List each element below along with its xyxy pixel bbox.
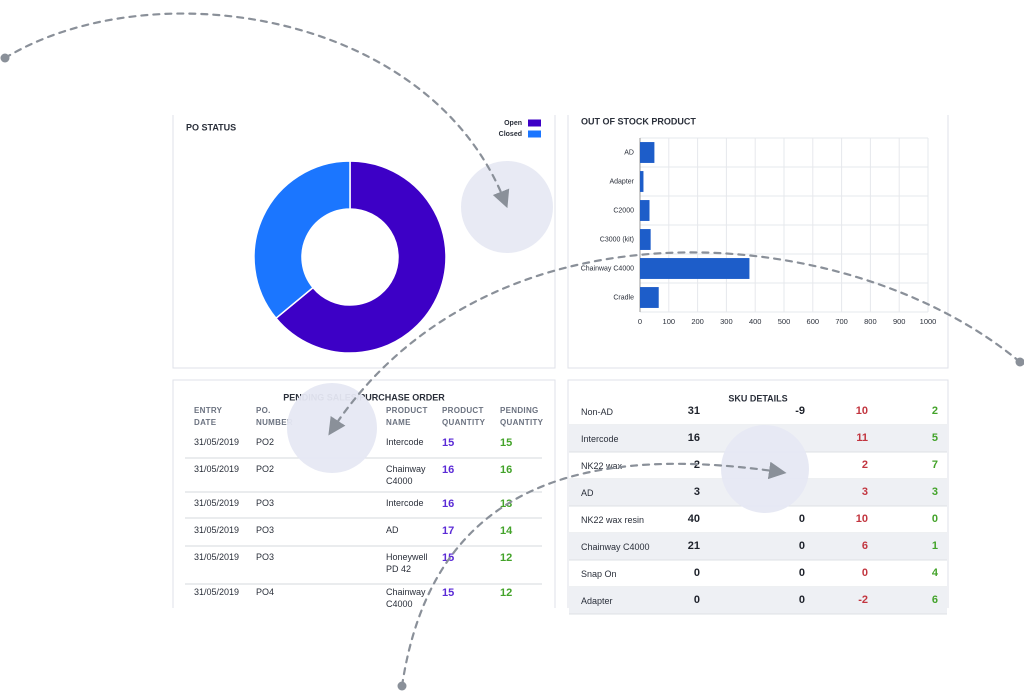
quantity: 14 [500, 525, 513, 537]
quantity: 15 [442, 552, 455, 564]
quantity: 15 [500, 437, 513, 449]
bar [640, 142, 655, 163]
cell-text: 31/05/2019 [194, 525, 240, 535]
bar [640, 258, 750, 279]
quantity: 15 [442, 437, 455, 449]
cell-text: Intercode [386, 437, 424, 447]
column-header: ENTRY DATE [194, 406, 223, 427]
sku-value: 0 [693, 594, 700, 606]
y-tick-label: C3000 (kit) [600, 236, 634, 243]
sku-value: 0 [798, 567, 805, 579]
cell-text: 31/05/2019 [194, 464, 240, 474]
sku-value: -2 [858, 594, 868, 606]
sku-value: 1 [931, 540, 938, 552]
cell-text: Intercode [386, 498, 424, 508]
x-tick-label: 700 [835, 317, 848, 326]
cell-text: PO3 [256, 498, 275, 508]
sku-value: 7 [931, 459, 938, 471]
quantity: 16 [442, 498, 455, 510]
sku-value: 2 [861, 459, 868, 471]
x-tick-label: 300 [720, 317, 733, 326]
sku-value: -9 [795, 405, 805, 417]
bar [640, 287, 659, 308]
sku-value: 6 [861, 540, 868, 552]
pending-title: PENDING SALES/PURCHASE ORDER [283, 392, 445, 402]
sku-value: 3 [861, 486, 868, 498]
sku-title: SKU DETAILS [728, 393, 787, 403]
cell-text: Honeywell PD 42 [386, 552, 428, 574]
x-tick-label: 1000 [920, 317, 937, 326]
cell-text: 31/05/2019 [194, 437, 240, 447]
sku-value: 31 [687, 405, 700, 417]
column-header: PENDING QUANTITY [500, 406, 544, 427]
quantity: 13 [500, 498, 513, 510]
y-tick-label: Chainway C4000 [581, 265, 634, 272]
quantity: 15 [442, 587, 455, 599]
bar [640, 229, 651, 250]
x-tick-label: 900 [893, 317, 906, 326]
sku-value: 2 [693, 459, 700, 471]
x-tick-label: 100 [663, 317, 676, 326]
x-tick-label: 600 [807, 317, 820, 326]
cell-text: Chainway C4000 [386, 587, 426, 609]
y-tick-label: C2000 [613, 207, 634, 214]
po-status-title: PO STATUS [186, 122, 236, 132]
y-tick-label: Cradle [613, 294, 634, 301]
sku-value: 0 [693, 567, 700, 579]
x-tick-label: 0 [638, 317, 642, 326]
sku-value: 16 [687, 432, 700, 444]
cell-text: Chainway C4000 [386, 464, 426, 486]
cell-text: PO2 [256, 464, 275, 474]
cell-text: PO3 [256, 552, 275, 562]
sku-value: 0 [798, 594, 805, 606]
sku-value: 10 [855, 513, 868, 525]
legend-swatch [528, 130, 541, 138]
sku-value: 21 [687, 540, 700, 552]
bar [640, 200, 650, 221]
cell-text: 31/05/2019 [194, 587, 240, 597]
quantity: 17 [442, 525, 455, 537]
out-of-stock-title: OUT OF STOCK PRODUCT [581, 116, 696, 126]
sku-value: 3 [931, 486, 938, 498]
quantity: 16 [500, 464, 513, 476]
donut-slice [253, 160, 351, 320]
y-tick-label: Adapter [609, 178, 634, 185]
y-tick-label: AD [624, 149, 634, 156]
sku-value: 5 [931, 432, 938, 444]
sku-value: 0 [861, 567, 868, 579]
quantity: 12 [500, 587, 513, 599]
sku-value: 11 [856, 432, 868, 444]
sku-value: 2 [931, 405, 938, 417]
sku-value: 0 [798, 540, 805, 552]
cell-text: 31/05/2019 [194, 498, 240, 508]
sku-value: 40 [687, 513, 700, 525]
cell-text: PO2 [256, 437, 275, 447]
legend-label: Open [504, 120, 522, 127]
cell-text: 31/05/2019 [194, 552, 240, 562]
cell-text: PO4 [256, 587, 275, 597]
sku-value: 3 [693, 486, 700, 498]
quantity: 12 [500, 552, 513, 564]
cell-text: AD [386, 525, 399, 535]
cell-text: PO3 [256, 525, 275, 535]
sku-value: 10 [855, 405, 868, 417]
legend-swatch [528, 119, 541, 127]
x-tick-label: 200 [691, 317, 704, 326]
sku-name: Intercode [581, 434, 619, 444]
legend-label: Closed [499, 131, 522, 138]
sku-value: 0 [798, 513, 805, 525]
sku-value: 4 [931, 567, 938, 579]
sku-value: 0 [931, 513, 938, 525]
sku-value: 6 [931, 594, 938, 606]
quantity: 16 [442, 464, 455, 476]
column-header: PO. NUMBER [256, 406, 293, 427]
column-header: PRODUCT QUANTITY [442, 406, 486, 427]
x-tick-label: 500 [778, 317, 791, 326]
bar [640, 171, 644, 192]
x-tick-label: 800 [864, 317, 877, 326]
column-header: PRODUCT NAME [386, 406, 428, 427]
x-tick-label: 400 [749, 317, 762, 326]
